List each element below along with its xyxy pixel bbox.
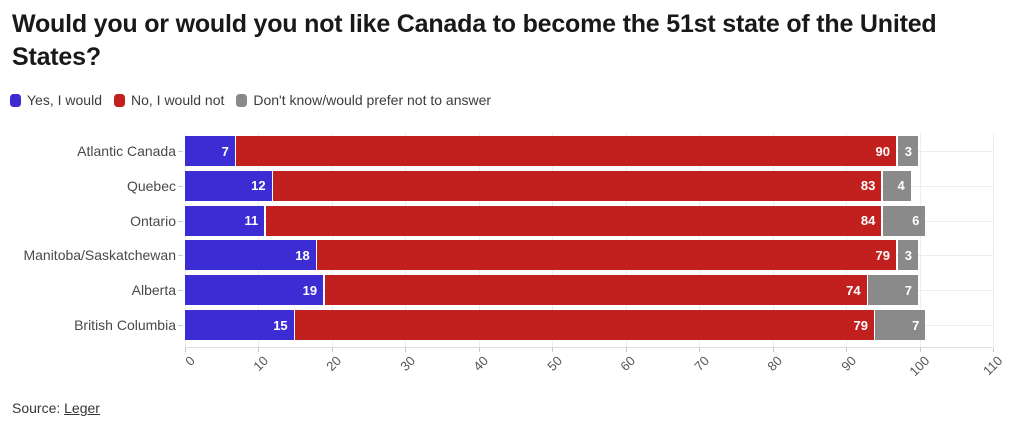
bar-segment[interactable]: 83 xyxy=(273,170,882,201)
bar-value-label: 3 xyxy=(904,143,913,159)
x-axis-tickmark xyxy=(258,348,260,352)
bar-segment[interactable]: 4 xyxy=(882,170,911,201)
legend: Yes, I would No, I would not Don't know/… xyxy=(10,92,491,108)
x-axis-tickmark xyxy=(478,348,480,352)
x-axis-tickmark xyxy=(405,348,407,352)
bar-segment[interactable]: 7 xyxy=(868,275,919,306)
y-axis-tick xyxy=(178,255,183,257)
x-gridline xyxy=(699,133,701,347)
bar-value-label: 79 xyxy=(875,247,890,263)
bar-value-label: 84 xyxy=(860,213,876,229)
source-line: Source: Leger xyxy=(12,400,100,416)
x-axis-tickmark xyxy=(772,348,774,352)
bar-value-label: 18 xyxy=(295,247,310,263)
bar-value-label: 83 xyxy=(860,178,876,194)
bar-value-label: 7 xyxy=(904,282,913,298)
bar-segment[interactable]: 18 xyxy=(185,240,316,271)
x-axis-tickmark xyxy=(185,348,186,352)
y-axis-label: Ontario xyxy=(130,212,176,229)
legend-item-yes: Yes, I would xyxy=(10,92,102,108)
y-axis-label: Atlantic Canada xyxy=(77,143,176,159)
bar-value-label: 12 xyxy=(251,178,266,194)
y-axis-label: Quebec xyxy=(126,177,176,194)
bar-value-label: 7 xyxy=(221,143,229,159)
legend-label-dontknow: Don't know/would prefer not to answer xyxy=(253,92,492,108)
x-gridline xyxy=(552,133,554,347)
bar-value-label: 90 xyxy=(875,143,890,159)
legend-label-no: No, I would not xyxy=(130,92,225,108)
x-axis-baseline xyxy=(185,347,993,348)
x-gridline xyxy=(919,133,921,347)
x-axis-tickmark xyxy=(699,348,701,352)
bar-segment[interactable]: 79 xyxy=(295,310,874,340)
source-link[interactable]: Leger xyxy=(64,400,100,416)
y-axis-tick xyxy=(178,185,183,187)
bar-value-label: 19 xyxy=(302,282,318,298)
bar-segment[interactable]: 11 xyxy=(185,205,265,236)
y-axis-label: Alberta xyxy=(131,282,176,299)
x-axis-tickmark xyxy=(993,348,994,352)
y-axis-tick xyxy=(178,290,183,292)
x-axis-tickmark xyxy=(846,348,848,352)
legend-swatch-dontknow-icon xyxy=(236,93,248,107)
bar-segment[interactable]: 7 xyxy=(875,310,926,340)
legend-swatch-no-icon xyxy=(113,93,125,107)
bar-segment[interactable]: 3 xyxy=(897,240,919,271)
x-gridline xyxy=(331,133,333,347)
x-gridline xyxy=(478,133,480,347)
bar-segment[interactable]: 3 xyxy=(897,136,919,166)
bar-segment[interactable]: 74 xyxy=(324,275,867,306)
x-axis-tickmark xyxy=(625,348,627,352)
bar-segment[interactable]: 90 xyxy=(236,136,896,166)
bar-value-label: 3 xyxy=(904,247,913,263)
y-axis-label: British Columbia xyxy=(74,317,176,333)
x-gridline xyxy=(993,133,994,347)
y-axis-tick xyxy=(178,325,183,326)
legend-item-no: No, I would not xyxy=(113,92,225,108)
y-axis-tick xyxy=(178,220,183,222)
y-axis-tick xyxy=(178,151,183,152)
source-prefix: Source: xyxy=(12,400,65,416)
bar-value-label: 79 xyxy=(853,317,868,333)
bar-segment[interactable]: 12 xyxy=(185,170,272,201)
y-axis-label: Manitoba/Saskatchewan xyxy=(23,247,176,264)
x-gridline xyxy=(185,133,186,347)
bar-segment[interactable]: 15 xyxy=(185,310,294,340)
bar-segment[interactable]: 84 xyxy=(265,205,882,236)
legend-item-dontknow: Don't know/would prefer not to answer xyxy=(236,92,491,108)
legend-swatch-yes-icon xyxy=(10,93,21,107)
x-axis-tickmark xyxy=(331,348,333,352)
x-gridline xyxy=(625,133,627,347)
bar-segment[interactable]: 7 xyxy=(185,136,235,166)
bar-value-label: 7 xyxy=(912,317,920,333)
x-gridline xyxy=(846,133,848,347)
x-axis-tickmark xyxy=(919,348,921,352)
x-gridline xyxy=(405,133,407,347)
bar-value-label: 74 xyxy=(846,282,861,298)
bar-segment[interactable]: 19 xyxy=(185,275,324,306)
bar-value-label: 11 xyxy=(244,213,259,229)
bar-value-label: 15 xyxy=(273,317,288,333)
bar-segment[interactable]: 6 xyxy=(882,205,926,236)
x-gridline xyxy=(258,133,260,347)
chart-title: Would you or would you not like Canada t… xyxy=(12,10,937,71)
bar-value-label: 6 xyxy=(912,213,920,229)
x-axis-tickmark xyxy=(552,348,554,352)
bar-value-label: 4 xyxy=(897,178,905,194)
bar-segment[interactable]: 79 xyxy=(317,240,896,271)
legend-label-yes: Yes, I would xyxy=(27,92,102,108)
x-gridline xyxy=(772,133,774,347)
